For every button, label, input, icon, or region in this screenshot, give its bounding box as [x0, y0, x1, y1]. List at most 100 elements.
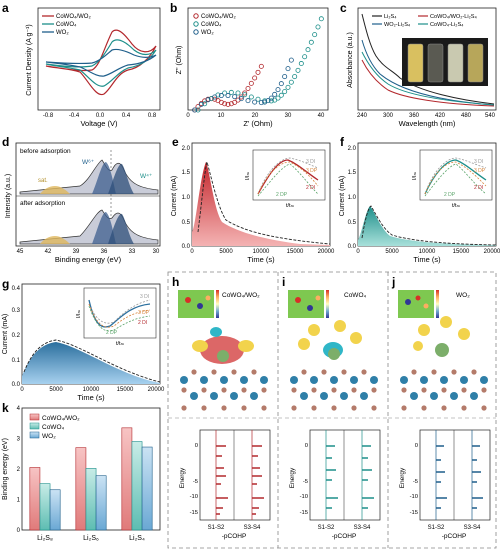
panel-label-j: j: [391, 275, 395, 289]
pcohp-tick-j-2: S3-S4: [464, 525, 481, 531]
nyquist-point-3: [232, 94, 238, 100]
inset-label: 2 DP: [276, 192, 288, 198]
ytick: 1.0: [348, 195, 357, 201]
svg-text:0: 0: [305, 443, 308, 449]
plot-frame-d: [15, 142, 161, 247]
xtick: 0: [20, 387, 24, 393]
title-h: CoWO₄/WO₂: [222, 292, 260, 299]
ylabel-a: Current Density (A g⁻¹): [26, 24, 33, 95]
panel-j: j WO₂ 0 -5 -10 -15: [388, 275, 496, 540]
panel-b: b Z' (Ohm) Z'' (Ohm) 0 10 20 30 40 CoWO₄…: [170, 1, 329, 128]
xtick: 420: [435, 113, 446, 119]
panel-h: h CoWO₄/WO₂: [168, 275, 278, 540]
pot-curve-fit-f: [361, 205, 497, 246]
pcohp-yticks-h: 0 -5 -10 -15: [190, 443, 198, 516]
y-tick-label: 1: [17, 498, 21, 504]
xtick: 10000: [419, 249, 436, 255]
xtick: 36: [101, 249, 108, 255]
xtick: 15000: [453, 249, 470, 255]
ylabel-k: Binding energy (eV): [2, 438, 9, 500]
yticks-f: 0.0 0.5 1.0 1.5 2.0: [348, 146, 357, 250]
inset-ylabel-g: I/Iₘ: [76, 309, 82, 318]
legend-item: WO₂: [56, 30, 69, 36]
xtick: 42: [45, 249, 52, 255]
nyquist-point-1: [225, 101, 231, 107]
charge-map-i: [288, 290, 324, 318]
ylabel-b: Z'' (Ohm): [176, 46, 183, 75]
yticks-e: 0.0 0.5 1.0 1.5 2.0: [182, 146, 191, 250]
ytick: 0.5: [348, 220, 357, 226]
pcohp-tick-i-1: S1-S2: [318, 525, 335, 531]
x-category-label: Li₂S₄: [129, 535, 145, 542]
xlabel-d: Binding energy (eV): [55, 255, 122, 264]
yticks-g: 0.0 0.1 0.2 0.3 0.4: [12, 286, 21, 388]
nyquist-point-3: [258, 100, 264, 106]
nyquist-point-3: [218, 93, 224, 99]
inset-label: 2 DI: [138, 320, 147, 326]
nyquist-point-2: [305, 47, 311, 53]
svg-text:-15: -15: [410, 510, 418, 516]
panel-label-d: d: [2, 135, 9, 149]
dft-panels: h CoWO₄/WO₂: [167, 271, 497, 549]
y-tick-label: 4: [17, 406, 21, 412]
nyquist-point-3: [245, 98, 251, 104]
xlabel-c: Wavelength (nm): [399, 119, 456, 128]
uv-curve-cowo4: [361, 51, 495, 106]
energy-label-i: Energy: [289, 467, 296, 488]
cv-curve-cowo4-wo2: [45, 29, 157, 96]
plot-frame-b: [187, 7, 329, 111]
nyquist-point-1: [238, 94, 244, 100]
svg-text:-10: -10: [410, 494, 418, 500]
nyquist-point-2: [298, 61, 304, 67]
svg-text:-5: -5: [413, 479, 418, 485]
ytick: 0.0: [12, 382, 21, 388]
bar-2-2: [85, 468, 97, 531]
panel-e: e 3 DI 3 DP 2 DI 2 DP t/tₘ I/Iₘ Time (s)…: [171, 135, 335, 264]
xtick: 480: [461, 113, 472, 119]
nyquist-point-2: [228, 89, 234, 95]
xtick: 15000: [287, 249, 304, 255]
before-adsorption-label: before adsorption: [20, 148, 71, 155]
inset-label: 2 DI: [306, 185, 315, 191]
sat-label: sat.: [38, 178, 48, 184]
bar-3-2: [95, 475, 107, 531]
legend-item: CoWO₄/WO₂-Li₂S₄: [430, 14, 478, 20]
nyquist-point-2: [308, 39, 314, 45]
nyquist-point-3: [268, 95, 274, 101]
ylabel-e: Current (mA): [171, 176, 178, 216]
xtick: 30: [285, 113, 292, 119]
legend-item: WO₂-Li₂S₄: [384, 22, 411, 28]
xticks-f: 0 5000 10000 15000 20000: [356, 249, 500, 255]
pcohp-frame-h: [199, 429, 271, 521]
nyquist-point-1: [232, 99, 238, 105]
nyquist-point-3: [252, 99, 258, 105]
svg-text:-10: -10: [300, 494, 308, 500]
nyquist-point-2: [268, 98, 274, 104]
inset-labels-g: 3 DI 3 DP 2 DI 2 DP: [106, 294, 150, 336]
panel-label-b: b: [170, 1, 177, 15]
energy-label-j: Energy: [399, 467, 406, 488]
xtick: 20000: [318, 249, 335, 255]
nyquist-point-1: [242, 90, 248, 96]
w6-label: W⁶⁺: [82, 159, 95, 166]
xtick: 5000: [49, 387, 63, 393]
bar-3-3: [141, 446, 153, 531]
legend-item: Li₂S₄: [384, 14, 397, 20]
nyquist-point-2: [275, 95, 281, 101]
xps-after-w6b: [108, 213, 134, 244]
bars-k: [29, 427, 153, 531]
inset-f: 3 DI 3 DP 2 DI 2 DP t/tₘ I/Iₘ: [412, 149, 493, 209]
pcohp-tick-j-1: S1-S2: [428, 525, 445, 531]
panel-k: k 0 1 2 3 4 Li₂S₈ Li₂S₆ Li₂S₄ Binding energy (…: [2, 401, 161, 542]
nyquist-point-2: [235, 90, 241, 96]
y-tick-label: 3: [17, 437, 21, 443]
svg-text:-10: -10: [190, 494, 198, 500]
ytick: 2.0: [348, 146, 357, 152]
inset-g: 3 DI 3 DP 2 DI 2 DP t/tₘ I/Iₘ: [76, 287, 157, 347]
ylabel-g: Current (mA): [2, 314, 9, 354]
xps-before-w6b: [108, 163, 134, 194]
y-tick-label: 0: [17, 528, 21, 534]
xps-sat-after: [40, 236, 70, 244]
pot-curve-fill-g: [22, 342, 160, 384]
